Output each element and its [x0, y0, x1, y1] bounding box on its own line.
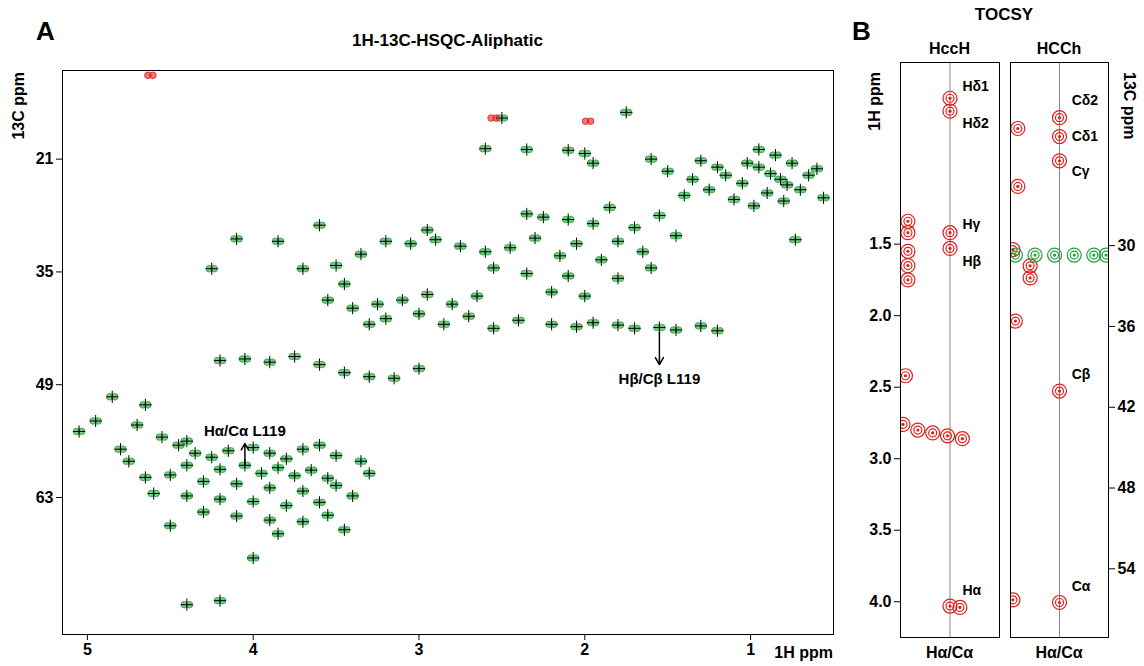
svg-text:Hα: Hα — [962, 582, 981, 598]
svg-text:30: 30 — [1118, 237, 1136, 254]
svg-text:HccH: HccH — [929, 40, 970, 57]
svg-text:Hα/Cα L119: Hα/Cα L119 — [204, 422, 286, 439]
svg-text:1H-13C-HSQC-Aliphatic: 1H-13C-HSQC-Aliphatic — [352, 31, 543, 50]
svg-text:3.5: 3.5 — [869, 521, 891, 538]
svg-text:Hγ: Hγ — [962, 216, 980, 232]
svg-text:1H ppm: 1H ppm — [774, 644, 833, 661]
svg-text:Hβ/Cβ L119: Hβ/Cβ L119 — [619, 370, 701, 387]
svg-text:1.5: 1.5 — [869, 235, 891, 252]
svg-text:Cβ: Cβ — [1072, 366, 1091, 382]
svg-text:48: 48 — [1118, 479, 1136, 496]
svg-text:2.5: 2.5 — [869, 378, 891, 395]
svg-text:A: A — [36, 16, 55, 46]
svg-text:42: 42 — [1118, 398, 1136, 415]
svg-text:2.0: 2.0 — [869, 307, 891, 324]
svg-text:3.0: 3.0 — [869, 450, 891, 467]
svg-text:63: 63 — [36, 489, 54, 506]
svg-text:Cα: Cα — [1072, 578, 1091, 594]
svg-text:49: 49 — [36, 376, 54, 393]
svg-text:TOCSY: TOCSY — [975, 5, 1034, 24]
svg-text:B: B — [852, 16, 871, 46]
svg-text:HCCh: HCCh — [1037, 40, 1081, 57]
svg-text:Hα/Cα: Hα/Cα — [1035, 644, 1082, 661]
svg-text:5: 5 — [83, 641, 92, 658]
svg-text:36: 36 — [1118, 318, 1136, 335]
svg-text:Cδ2: Cδ2 — [1072, 92, 1099, 108]
svg-text:2: 2 — [580, 641, 589, 658]
svg-text:Hδ2: Hδ2 — [962, 115, 989, 131]
svg-text:4.0: 4.0 — [869, 593, 891, 610]
svg-text:13C ppm: 13C ppm — [10, 72, 27, 140]
svg-text:1: 1 — [746, 641, 755, 658]
svg-text:21: 21 — [36, 150, 54, 167]
svg-text:Cδ1: Cδ1 — [1072, 128, 1099, 144]
svg-text:35: 35 — [36, 263, 54, 280]
svg-text:1H ppm: 1H ppm — [866, 72, 883, 131]
svg-text:Cγ: Cγ — [1072, 163, 1090, 179]
svg-text:Hβ: Hβ — [962, 253, 981, 269]
svg-text:Hδ1: Hδ1 — [962, 78, 989, 94]
svg-text:54: 54 — [1118, 560, 1136, 577]
svg-text:4: 4 — [249, 641, 258, 658]
svg-text:Hα/Cα: Hα/Cα — [926, 644, 973, 661]
svg-text:13C ppm: 13C ppm — [1121, 72, 1138, 140]
svg-text:3: 3 — [415, 641, 424, 658]
